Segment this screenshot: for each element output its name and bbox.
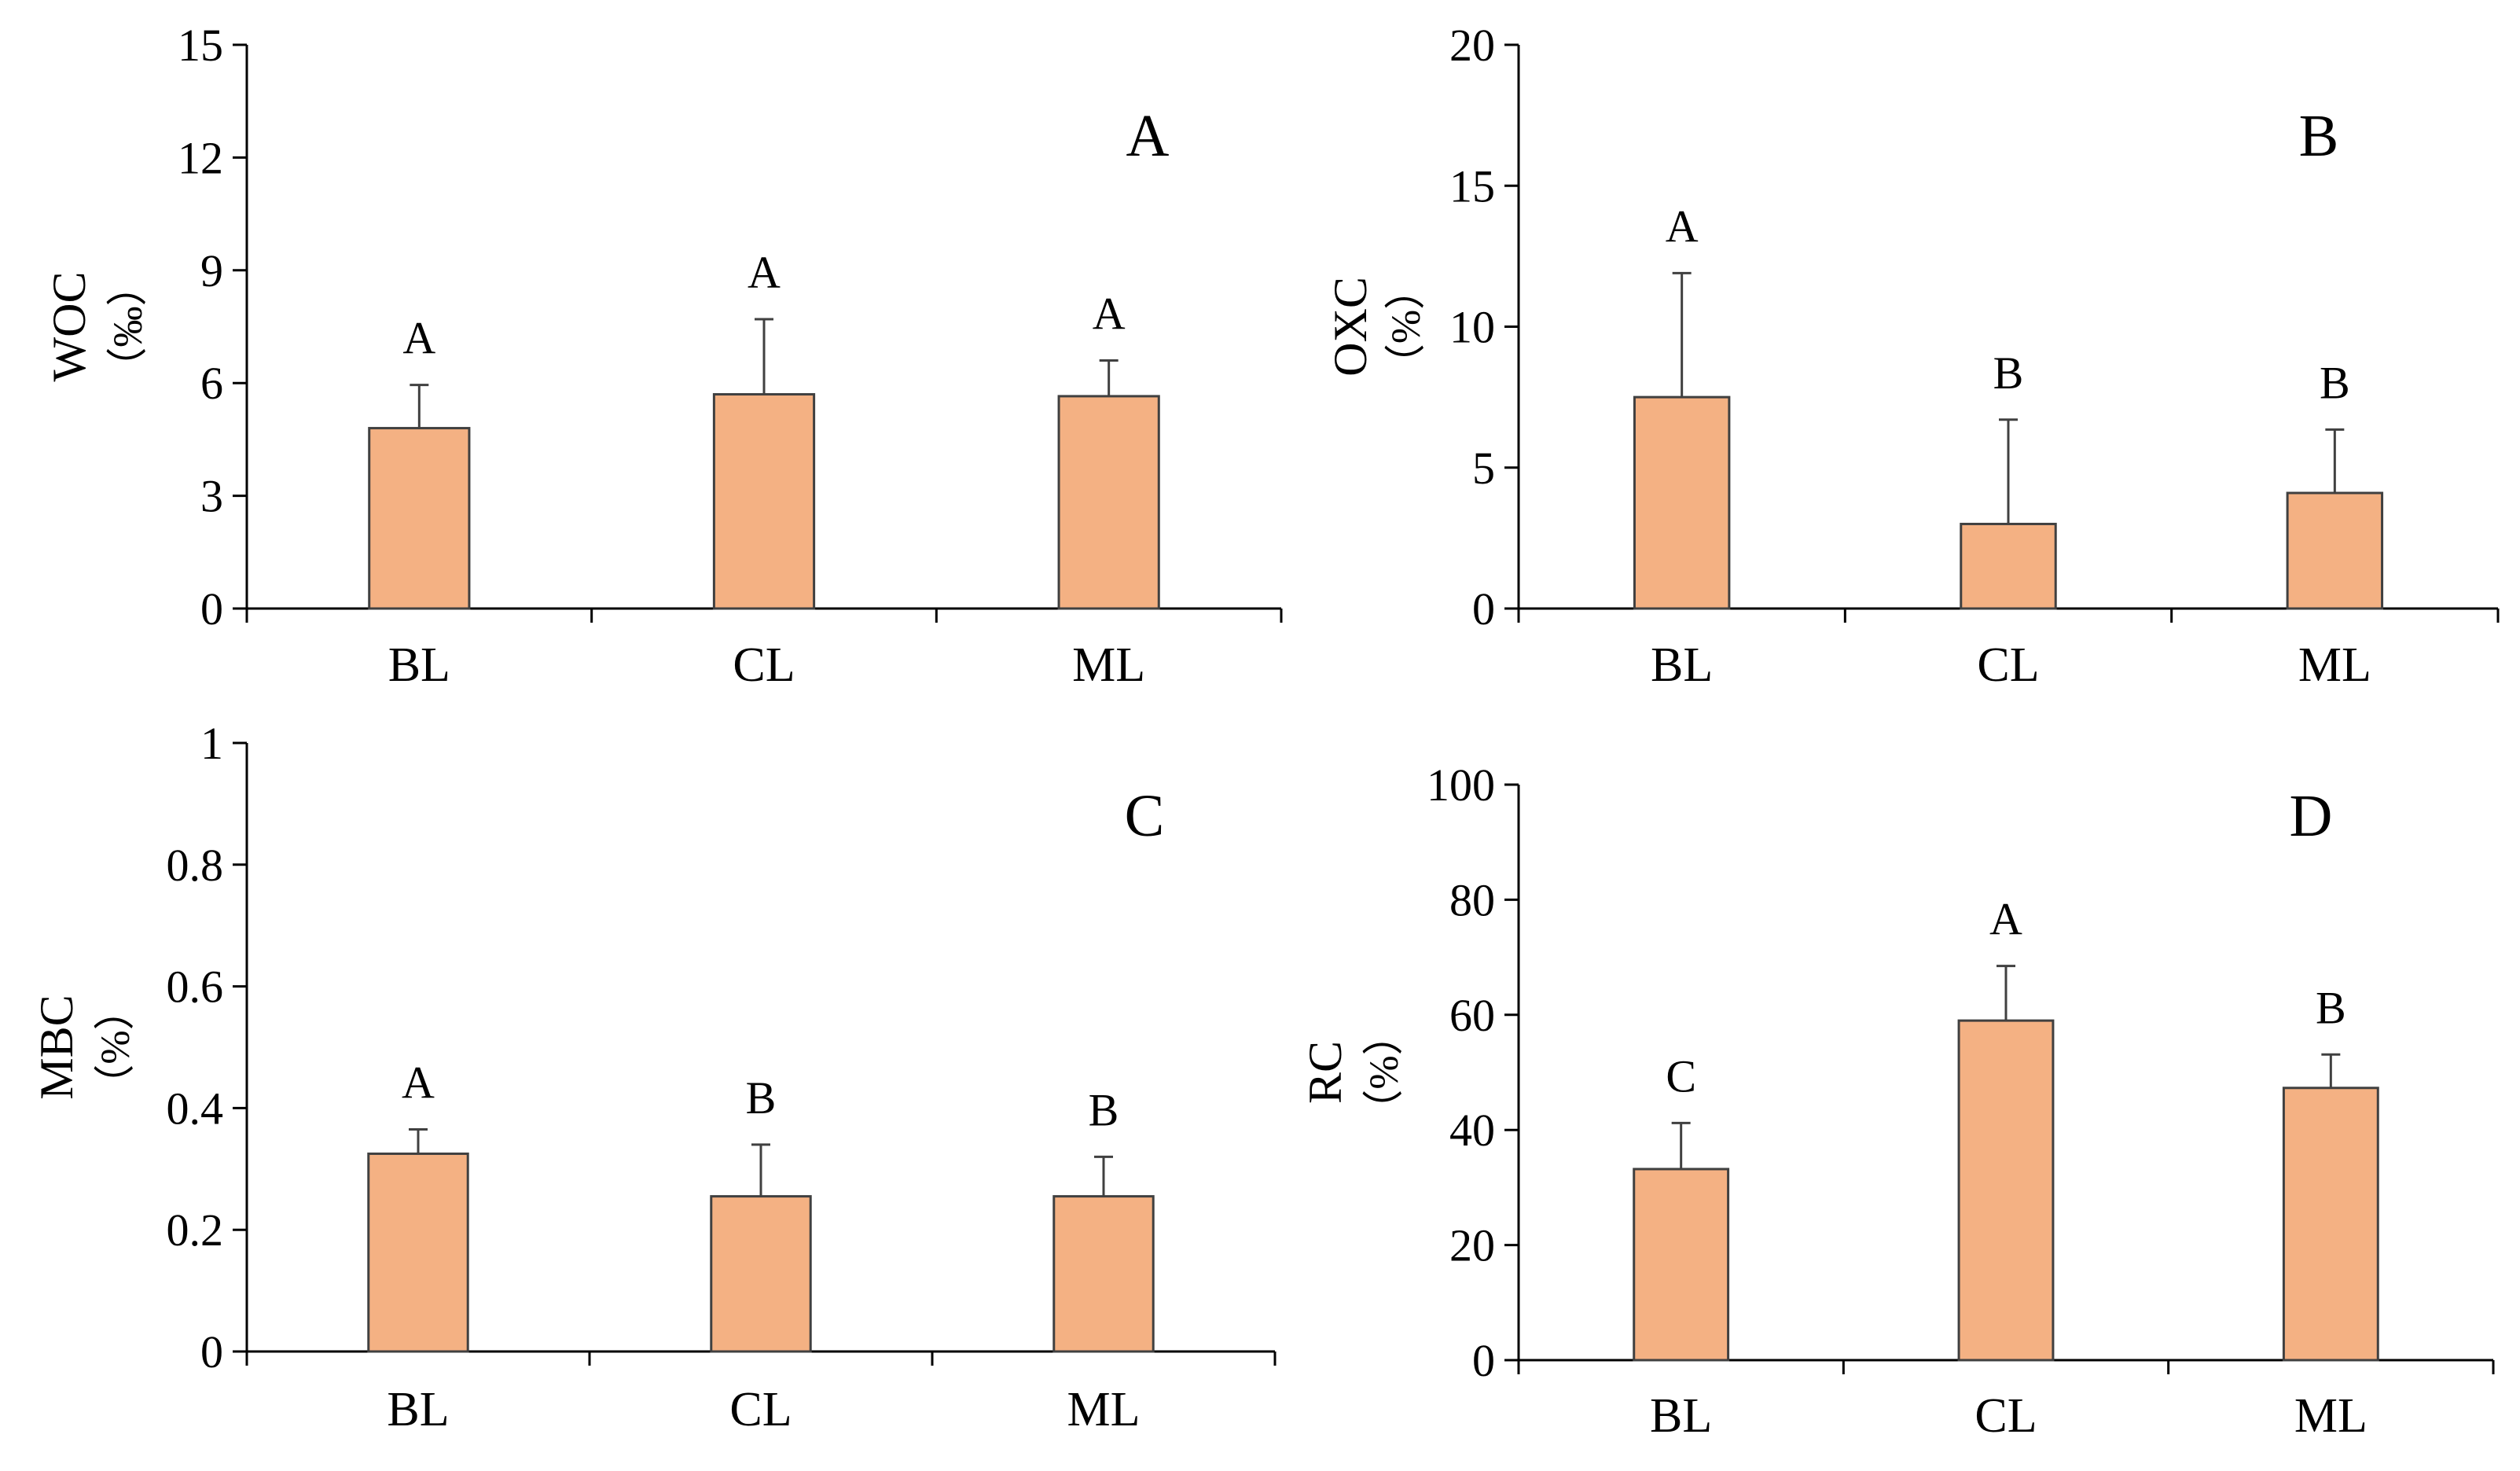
y-tick-label: 80 <box>1449 874 1495 925</box>
y-tick-label: 60 <box>1449 990 1495 1041</box>
bar-cl <box>1957 1019 2055 1362</box>
y-tick-label: 3 <box>200 471 223 522</box>
x-category-label: CL <box>729 1383 792 1436</box>
panel-letter: C <box>1125 783 1165 849</box>
bar-ml <box>1052 1195 1155 1353</box>
chart-panel-d: 0 20 40 60 80 100 C BL A CL B ML RC （%） D <box>1299 759 2495 1443</box>
significance-letter: A <box>1093 289 1126 340</box>
bar-bl <box>1633 395 1731 610</box>
y-axis-label: MBC <box>31 995 83 1099</box>
panel-letter: B <box>2299 103 2339 169</box>
y-tick-label: 0.6 <box>167 962 224 1013</box>
x-category-label: CL <box>733 638 795 692</box>
y-axis-unit: （%） <box>94 989 138 1105</box>
y-tick-label: 0 <box>200 1326 223 1377</box>
y-tick-label: 100 <box>1427 759 1495 811</box>
y-axis-unit: （%） <box>1384 269 1429 384</box>
significance-letter: C <box>1666 1050 1696 1101</box>
y-tick-label: 1 <box>200 718 223 769</box>
y-tick-label: 15 <box>1449 160 1495 211</box>
y-axis-unit: （‰） <box>106 265 151 388</box>
x-category-label: CL <box>1974 1389 2037 1443</box>
chart-panel-a: 0 3 6 9 12 15 A BL A CL A ML WOC （‰） A <box>43 20 1283 692</box>
y-tick-label: 20 <box>1449 1220 1495 1271</box>
x-category-label: BL <box>388 638 450 692</box>
significance-letter: B <box>746 1072 777 1123</box>
panel-letter: A <box>1126 103 1170 169</box>
panel-letter: D <box>2290 783 2333 849</box>
y-tick-label: 0.4 <box>167 1083 224 1134</box>
bar-ml <box>1057 395 1160 610</box>
y-tick-label: 9 <box>200 245 223 296</box>
bar-bl <box>368 427 471 610</box>
x-category-label: BL <box>387 1383 449 1436</box>
bar-bl <box>367 1152 469 1353</box>
y-axis-unit: （%） <box>1362 1014 1407 1130</box>
y-axis-label: WOC <box>43 272 95 382</box>
y-tick-label: 40 <box>1449 1105 1495 1156</box>
significance-letter: B <box>2320 357 2350 408</box>
bar-cl <box>1960 522 2057 610</box>
x-category-label: ML <box>2294 1389 2368 1443</box>
y-tick-label: 12 <box>178 132 223 183</box>
y-tick-label: 0.8 <box>167 840 224 891</box>
chart-panel-c: 0 0.2 0.4 0.6 0.8 1 A BL B CL B ML MBC （%） C <box>31 718 1277 1436</box>
y-tick-label: 5 <box>1472 443 1495 494</box>
bar-ml <box>2286 491 2384 610</box>
x-category-label: ML <box>1072 638 1145 692</box>
x-category-label: ML <box>2298 638 2371 692</box>
significance-letter: B <box>1993 348 2024 399</box>
significance-letter: B <box>1089 1084 1119 1135</box>
y-tick-label: 0.2 <box>167 1204 224 1256</box>
significance-letter: A <box>1989 894 2022 945</box>
y-tick-label: 0 <box>1472 583 1495 634</box>
y-tick-label: 15 <box>178 20 223 71</box>
y-axis-label: OXC <box>1324 277 1376 377</box>
y-tick-label: 20 <box>1449 20 1495 71</box>
significance-letter: A <box>402 313 435 364</box>
bar-bl <box>1633 1168 1730 1362</box>
y-tick-label: 0 <box>1472 1335 1495 1386</box>
x-category-label: BL <box>1651 638 1713 692</box>
bar-ml <box>2282 1087 2379 1362</box>
x-category-label: CL <box>1977 638 2039 692</box>
significance-letter: B <box>2316 982 2346 1033</box>
y-tick-label: 6 <box>200 358 223 409</box>
significance-letter: A <box>402 1057 435 1108</box>
significance-letter: A <box>748 247 781 298</box>
y-axis-label: RC <box>1299 1041 1351 1104</box>
x-category-label: BL <box>1650 1389 1712 1443</box>
bar-cl <box>712 393 816 610</box>
y-tick-label: 0 <box>200 583 223 634</box>
chart-panel-b: 0 5 10 15 20 A BL B CL B ML OXC （%） B <box>1324 20 2500 692</box>
x-category-label: ML <box>1067 1383 1141 1436</box>
y-tick-label: 10 <box>1449 302 1495 353</box>
significance-letter: A <box>1666 200 1699 252</box>
bar-cl <box>710 1195 812 1353</box>
